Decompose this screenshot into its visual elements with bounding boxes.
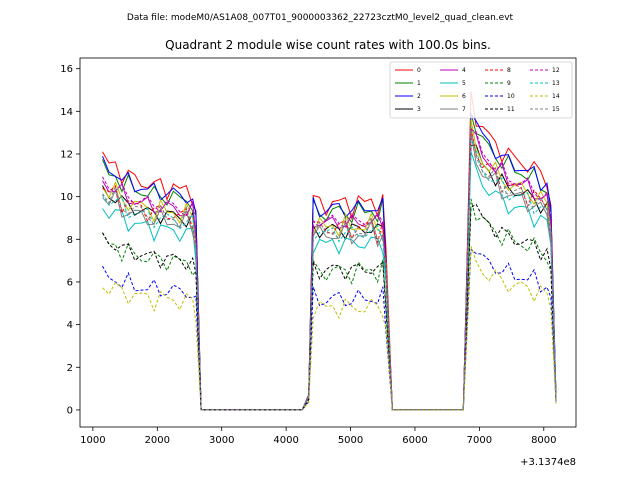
- series-line-14: [102, 245, 557, 411]
- series-line-12: [102, 128, 557, 411]
- legend-label-3: 3: [417, 106, 421, 113]
- x-tick-label: 1000: [80, 435, 105, 446]
- y-tick-label: 0: [67, 405, 73, 416]
- plot-frame: [79, 57, 577, 428]
- x-tick-label: 7000: [467, 435, 492, 446]
- legend-label-13: 13: [552, 80, 560, 87]
- suptitle: Data file: modeM0/AS1A08_007T01_90000033…: [127, 13, 514, 23]
- x-axis: 1000 2000 3000 4000 5000 6000 7000 8000: [80, 427, 557, 446]
- x-tick-label: 5000: [338, 435, 363, 446]
- y-tick-label: 6: [67, 277, 73, 288]
- legend-label-1: 1: [417, 80, 421, 87]
- series-line-0: [102, 91, 557, 411]
- series-line-5: [102, 151, 557, 411]
- legend-label-2: 2: [417, 93, 421, 100]
- legend-label-12: 12: [552, 67, 560, 74]
- x-tick-label: 4000: [273, 435, 298, 446]
- y-tick-label: 4: [67, 320, 73, 331]
- legend-label-6: 6: [462, 93, 466, 100]
- x-tick-label: 6000: [402, 435, 427, 446]
- y-tick-label: 14: [60, 107, 73, 118]
- legend-label-15: 15: [552, 106, 560, 113]
- legend-label-10: 10: [507, 93, 515, 100]
- series-line-11: [102, 203, 557, 411]
- legend-label-14: 14: [552, 93, 560, 100]
- x-tick-label: 8000: [531, 435, 556, 446]
- series-layer: [102, 91, 557, 411]
- y-tick-label: 2: [67, 363, 73, 374]
- legend-box: [389, 61, 573, 119]
- x-offset-label: +3.1374e8: [520, 457, 576, 468]
- series-line-1: [102, 113, 557, 411]
- legend-label-9: 9: [507, 80, 511, 87]
- series-line-2: [102, 112, 557, 411]
- y-tick-label: 12: [60, 149, 73, 160]
- series-line-10: [102, 248, 557, 411]
- legend-label-4: 4: [462, 67, 466, 74]
- series-line-15: [102, 126, 557, 411]
- y-tick-label: 16: [60, 64, 73, 75]
- legend-label-7: 7: [462, 106, 466, 113]
- legend-label-5: 5: [462, 80, 466, 87]
- legend-label-11: 11: [507, 106, 515, 113]
- x-tick-label: 3000: [209, 435, 234, 446]
- legend-label-0: 0: [417, 67, 421, 74]
- y-axis: 0 2 4 6 8 10 12 14 16: [60, 64, 80, 416]
- y-tick-label: 8: [67, 235, 73, 246]
- x-tick-label: 2000: [145, 435, 170, 446]
- series-line-8: [102, 128, 557, 411]
- legend-label-8: 8: [507, 67, 511, 74]
- y-tick-label: 10: [60, 192, 73, 203]
- chart-title: Quadrant 2 module wise count rates with …: [165, 38, 491, 52]
